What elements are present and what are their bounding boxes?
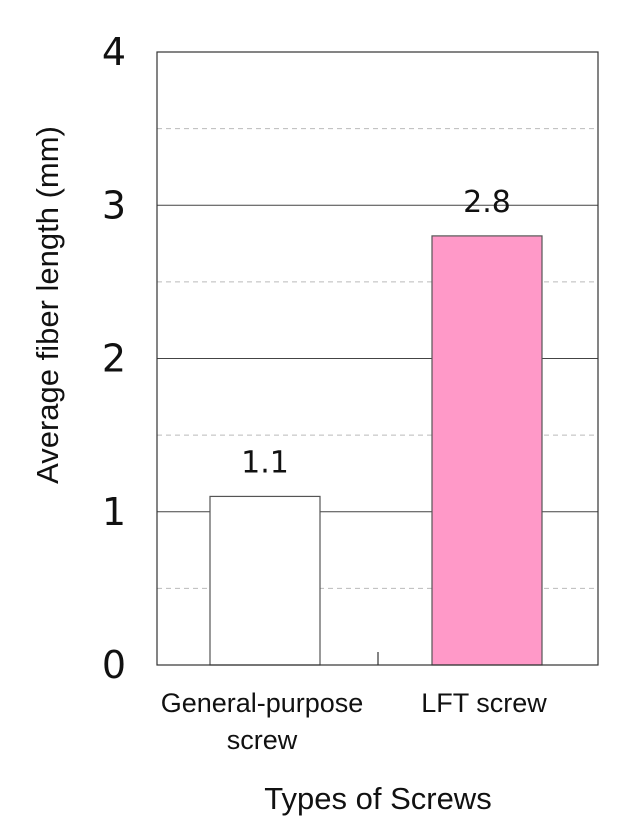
category-label-0-line-0: General-purpose xyxy=(161,688,364,718)
bars xyxy=(209,235,543,666)
data-labels: 1.1 2.8 xyxy=(241,185,511,481)
y-tick-label-2: 2 xyxy=(102,337,126,381)
y-tick-label-3: 3 xyxy=(102,183,126,227)
data-label-1: 2.8 xyxy=(463,185,511,220)
bar-1 xyxy=(431,235,543,666)
category-label-0-line-1: screw xyxy=(227,725,298,755)
category-label-1-line-0: LFT screw xyxy=(421,688,547,718)
y-tick-label-4: 4 xyxy=(102,30,126,74)
category-labels: General-purpose screw LFT screw xyxy=(161,688,548,755)
y-tick-labels: 0 1 2 3 4 xyxy=(102,30,126,687)
y-tick-label-1: 1 xyxy=(102,490,126,534)
y-axis-title: Average fiber length (mm) xyxy=(30,126,65,484)
data-label-0: 1.1 xyxy=(241,445,289,480)
bar-0 xyxy=(209,495,321,666)
y-tick-label-0: 0 xyxy=(102,643,126,687)
x-axis-title: Types of Screws xyxy=(264,781,491,816)
